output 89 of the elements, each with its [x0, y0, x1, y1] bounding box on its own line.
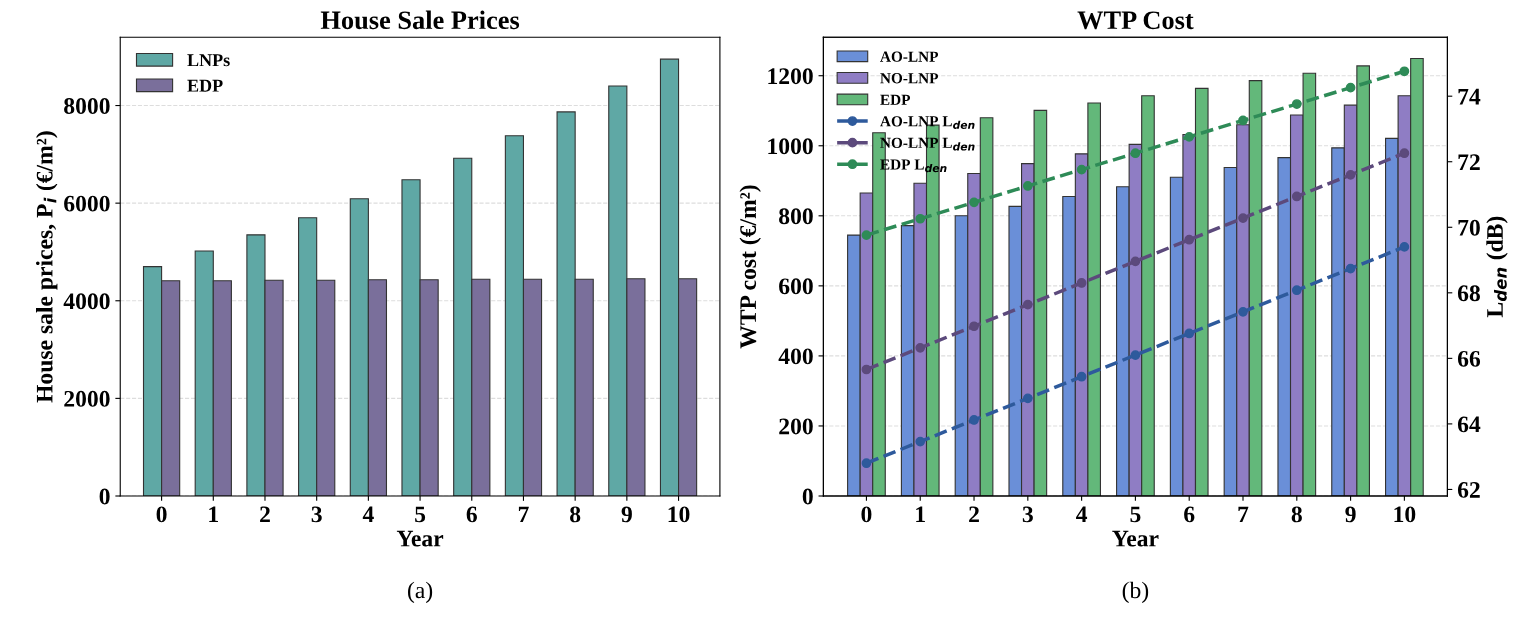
x-tick-label: 1	[209, 506, 218, 523]
point	[969, 415, 979, 425]
y2-tick-label: 62	[1457, 482, 1480, 498]
point	[1076, 371, 1087, 382]
point	[1076, 164, 1087, 175]
x-tick-label: 0	[156, 506, 167, 523]
x-tick-label: 10	[668, 506, 690, 523]
point	[969, 197, 979, 208]
point	[1238, 306, 1248, 317]
y2-tick-label: 70	[1458, 219, 1480, 236]
point	[1399, 148, 1410, 159]
y-axis-title: WTP cost (€/m²)	[739, 185, 761, 349]
chart-title: WTP Cost	[1077, 11, 1194, 30]
point	[861, 458, 872, 469]
x-axis-title: Year	[396, 530, 444, 547]
legend-label: EDP	[187, 79, 223, 92]
point	[915, 343, 926, 353]
y2-tick-label: 68	[1457, 285, 1480, 302]
point	[1022, 181, 1033, 191]
y2-tick-label: 74	[1458, 88, 1481, 105]
x-tick-label: 2	[260, 506, 270, 523]
point	[1130, 256, 1141, 267]
y-tick-label: 0	[99, 488, 110, 505]
x-tick-label: 7	[518, 506, 529, 523]
y-tick-label: 600	[779, 278, 813, 295]
x-tick-label: 4	[1076, 506, 1088, 523]
y-tick-label: 8000	[64, 98, 110, 114]
x-tick-label: 6	[1184, 506, 1195, 523]
point	[1345, 263, 1356, 274]
point	[1076, 278, 1087, 288]
legend-label: NO-LNP	[880, 73, 939, 84]
point	[969, 321, 979, 332]
chart-title: House Sale Prices	[320, 10, 520, 30]
x-tick-label: 4	[362, 506, 374, 523]
point	[1184, 234, 1195, 245]
legend-label: EDP	[880, 94, 911, 105]
y-tick-label: 200	[779, 418, 813, 435]
point	[861, 230, 872, 241]
point	[1184, 328, 1195, 339]
point	[1291, 99, 1302, 109]
x-tick-label: 3	[1022, 506, 1033, 523]
y-tick-label: 800	[779, 208, 813, 225]
x-tick-label: 8	[1291, 506, 1302, 523]
point	[1130, 148, 1141, 159]
x-tick-label: 0	[861, 506, 872, 523]
y2-tick-label: 64	[1457, 416, 1481, 433]
y-tick-label: 6000	[64, 195, 110, 212]
x-tick-label: 7	[1238, 506, 1249, 523]
text: (a)	[408, 581, 433, 604]
x-tick-label: 5	[415, 506, 426, 523]
point	[1238, 213, 1248, 223]
x-axis-title: Year	[1112, 530, 1159, 547]
point	[915, 436, 926, 447]
x-tick-label: 10	[1394, 506, 1416, 523]
x-tick-label: 9	[621, 506, 632, 523]
x-tick-label: 2	[969, 506, 979, 523]
point	[1291, 191, 1302, 202]
point	[1291, 285, 1302, 296]
point	[861, 364, 872, 375]
x-tick-label: 8	[570, 506, 581, 523]
y-tick-label: 1000	[768, 138, 813, 155]
y2-axis-title: L$_{den}$ (dB)	[1486, 216, 1508, 318]
y2-tick-label: 72	[1458, 154, 1480, 170]
legend-label: AO-LNP L$_{den}$	[880, 116, 975, 129]
y-tick-label: 2000	[64, 390, 110, 407]
y-tick-label: 400	[778, 348, 813, 365]
point	[1184, 131, 1195, 142]
point	[1345, 82, 1356, 93]
y-tick-label: 1200	[768, 68, 813, 85]
x-tick-label: 5	[1130, 506, 1141, 523]
text: (b)	[1122, 581, 1149, 604]
y-axis-title: House sale prices, P$_{i}$ (€/m²)	[36, 131, 58, 403]
point	[1238, 115, 1248, 126]
y-tick-label: 4000	[63, 293, 110, 310]
legend-label: LNPs	[187, 54, 230, 67]
y2-tick-label: 66	[1457, 350, 1481, 367]
point	[915, 213, 926, 224]
legend-label: AO-LNP	[880, 51, 939, 62]
x-tick-label: 3	[311, 506, 322, 523]
point	[1022, 299, 1033, 310]
point	[1399, 242, 1410, 252]
x-tick-label: 6	[466, 506, 477, 523]
point	[1345, 169, 1356, 180]
point	[1130, 350, 1141, 360]
x-tick-label: 1	[916, 506, 925, 523]
point	[1022, 393, 1033, 404]
point	[1399, 66, 1410, 77]
y-tick-label: 0	[802, 488, 813, 505]
x-tick-label: 9	[1345, 506, 1356, 523]
